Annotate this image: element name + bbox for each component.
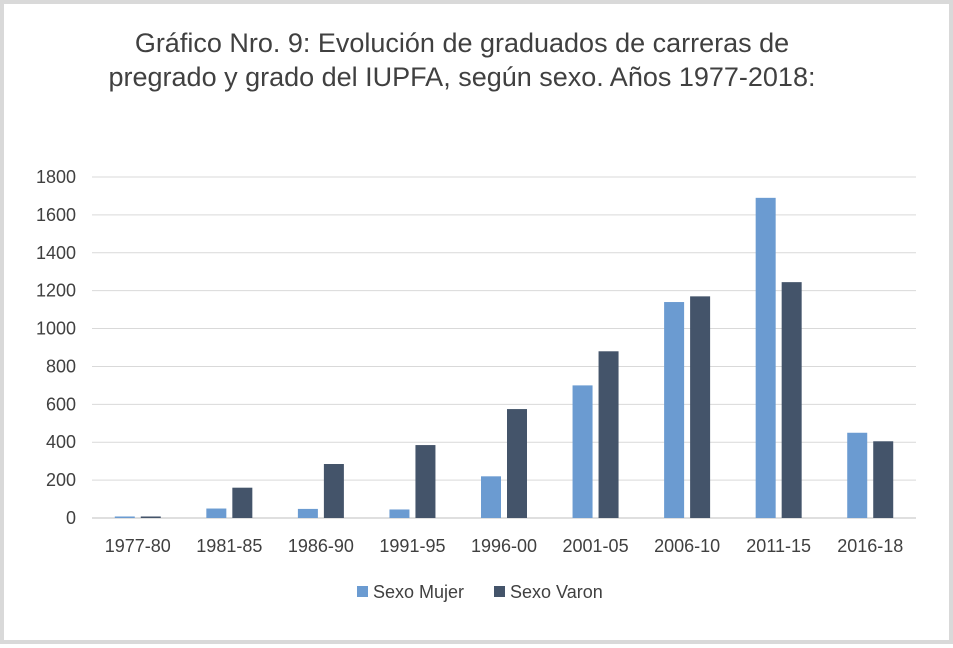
bar-varon (140, 516, 161, 518)
y-tick-label: 0 (66, 508, 76, 528)
y-tick-label: 200 (46, 470, 76, 490)
legend-label: Sexo Varon (510, 582, 603, 602)
x-tick-label: 2011-15 (746, 536, 811, 556)
bar-varon (415, 445, 436, 518)
y-tick-label: 1200 (36, 281, 76, 301)
bar-varon (873, 441, 894, 518)
bar-mujer (389, 509, 410, 518)
bar-varon (232, 487, 253, 518)
bar-mujer (847, 432, 868, 518)
y-tick-label: 1400 (36, 243, 76, 263)
bar-mujer (755, 197, 776, 519)
x-tick-label: 2006-10 (654, 536, 720, 556)
legend-swatch (494, 586, 505, 597)
x-tick-label: 2001-05 (563, 536, 629, 556)
y-axis-ticks: 0 200 400 600 800 1000 1200 1400 1600 1800 (36, 167, 76, 528)
chart-title-line-1: Gráfico Nro. 9: Evolución de graduados d… (135, 28, 789, 58)
bar-mujer (481, 476, 501, 518)
bar-varon (507, 409, 527, 518)
x-axis-ticks: 1977-80 1981-85 1986-90 1991-95 1996-00 2001-… (105, 536, 904, 556)
y-tick-label: 400 (46, 432, 76, 452)
chart-title-line-2: pregrado y grado del IUPFA, según sexo. … (109, 62, 816, 92)
bar-mujer (114, 516, 135, 518)
bar-varon (690, 296, 711, 518)
bar-chart: Gráfico Nro. 9: Evolución de graduados d… (36, 28, 916, 602)
legend: Sexo Mujer Sexo Varon (357, 582, 603, 602)
x-tick-label: 2016-18 (837, 536, 903, 556)
x-tick-label: 1991-95 (379, 536, 445, 556)
y-tick-label: 800 (46, 356, 76, 376)
x-tick-label: 1977-80 (105, 536, 171, 556)
bar-varon (598, 351, 619, 518)
y-tick-label: 1000 (36, 319, 76, 339)
y-tick-label: 600 (46, 394, 76, 414)
x-tick-label: 1986-90 (288, 536, 354, 556)
bars (114, 197, 894, 519)
bar-mujer (572, 385, 593, 518)
bar-mujer (297, 508, 318, 518)
bar-mujer (206, 508, 227, 518)
legend-swatch (357, 586, 368, 597)
x-tick-label: 1981-85 (196, 536, 262, 556)
gridlines (92, 176, 916, 519)
legend-label: Sexo Mujer (373, 582, 464, 602)
x-tick-label: 1996-00 (471, 536, 537, 556)
y-tick-label: 1800 (36, 167, 76, 187)
bar-varon (323, 464, 344, 518)
y-tick-label: 1600 (36, 205, 76, 225)
bar-varon (781, 282, 802, 518)
bar-mujer (664, 302, 685, 518)
